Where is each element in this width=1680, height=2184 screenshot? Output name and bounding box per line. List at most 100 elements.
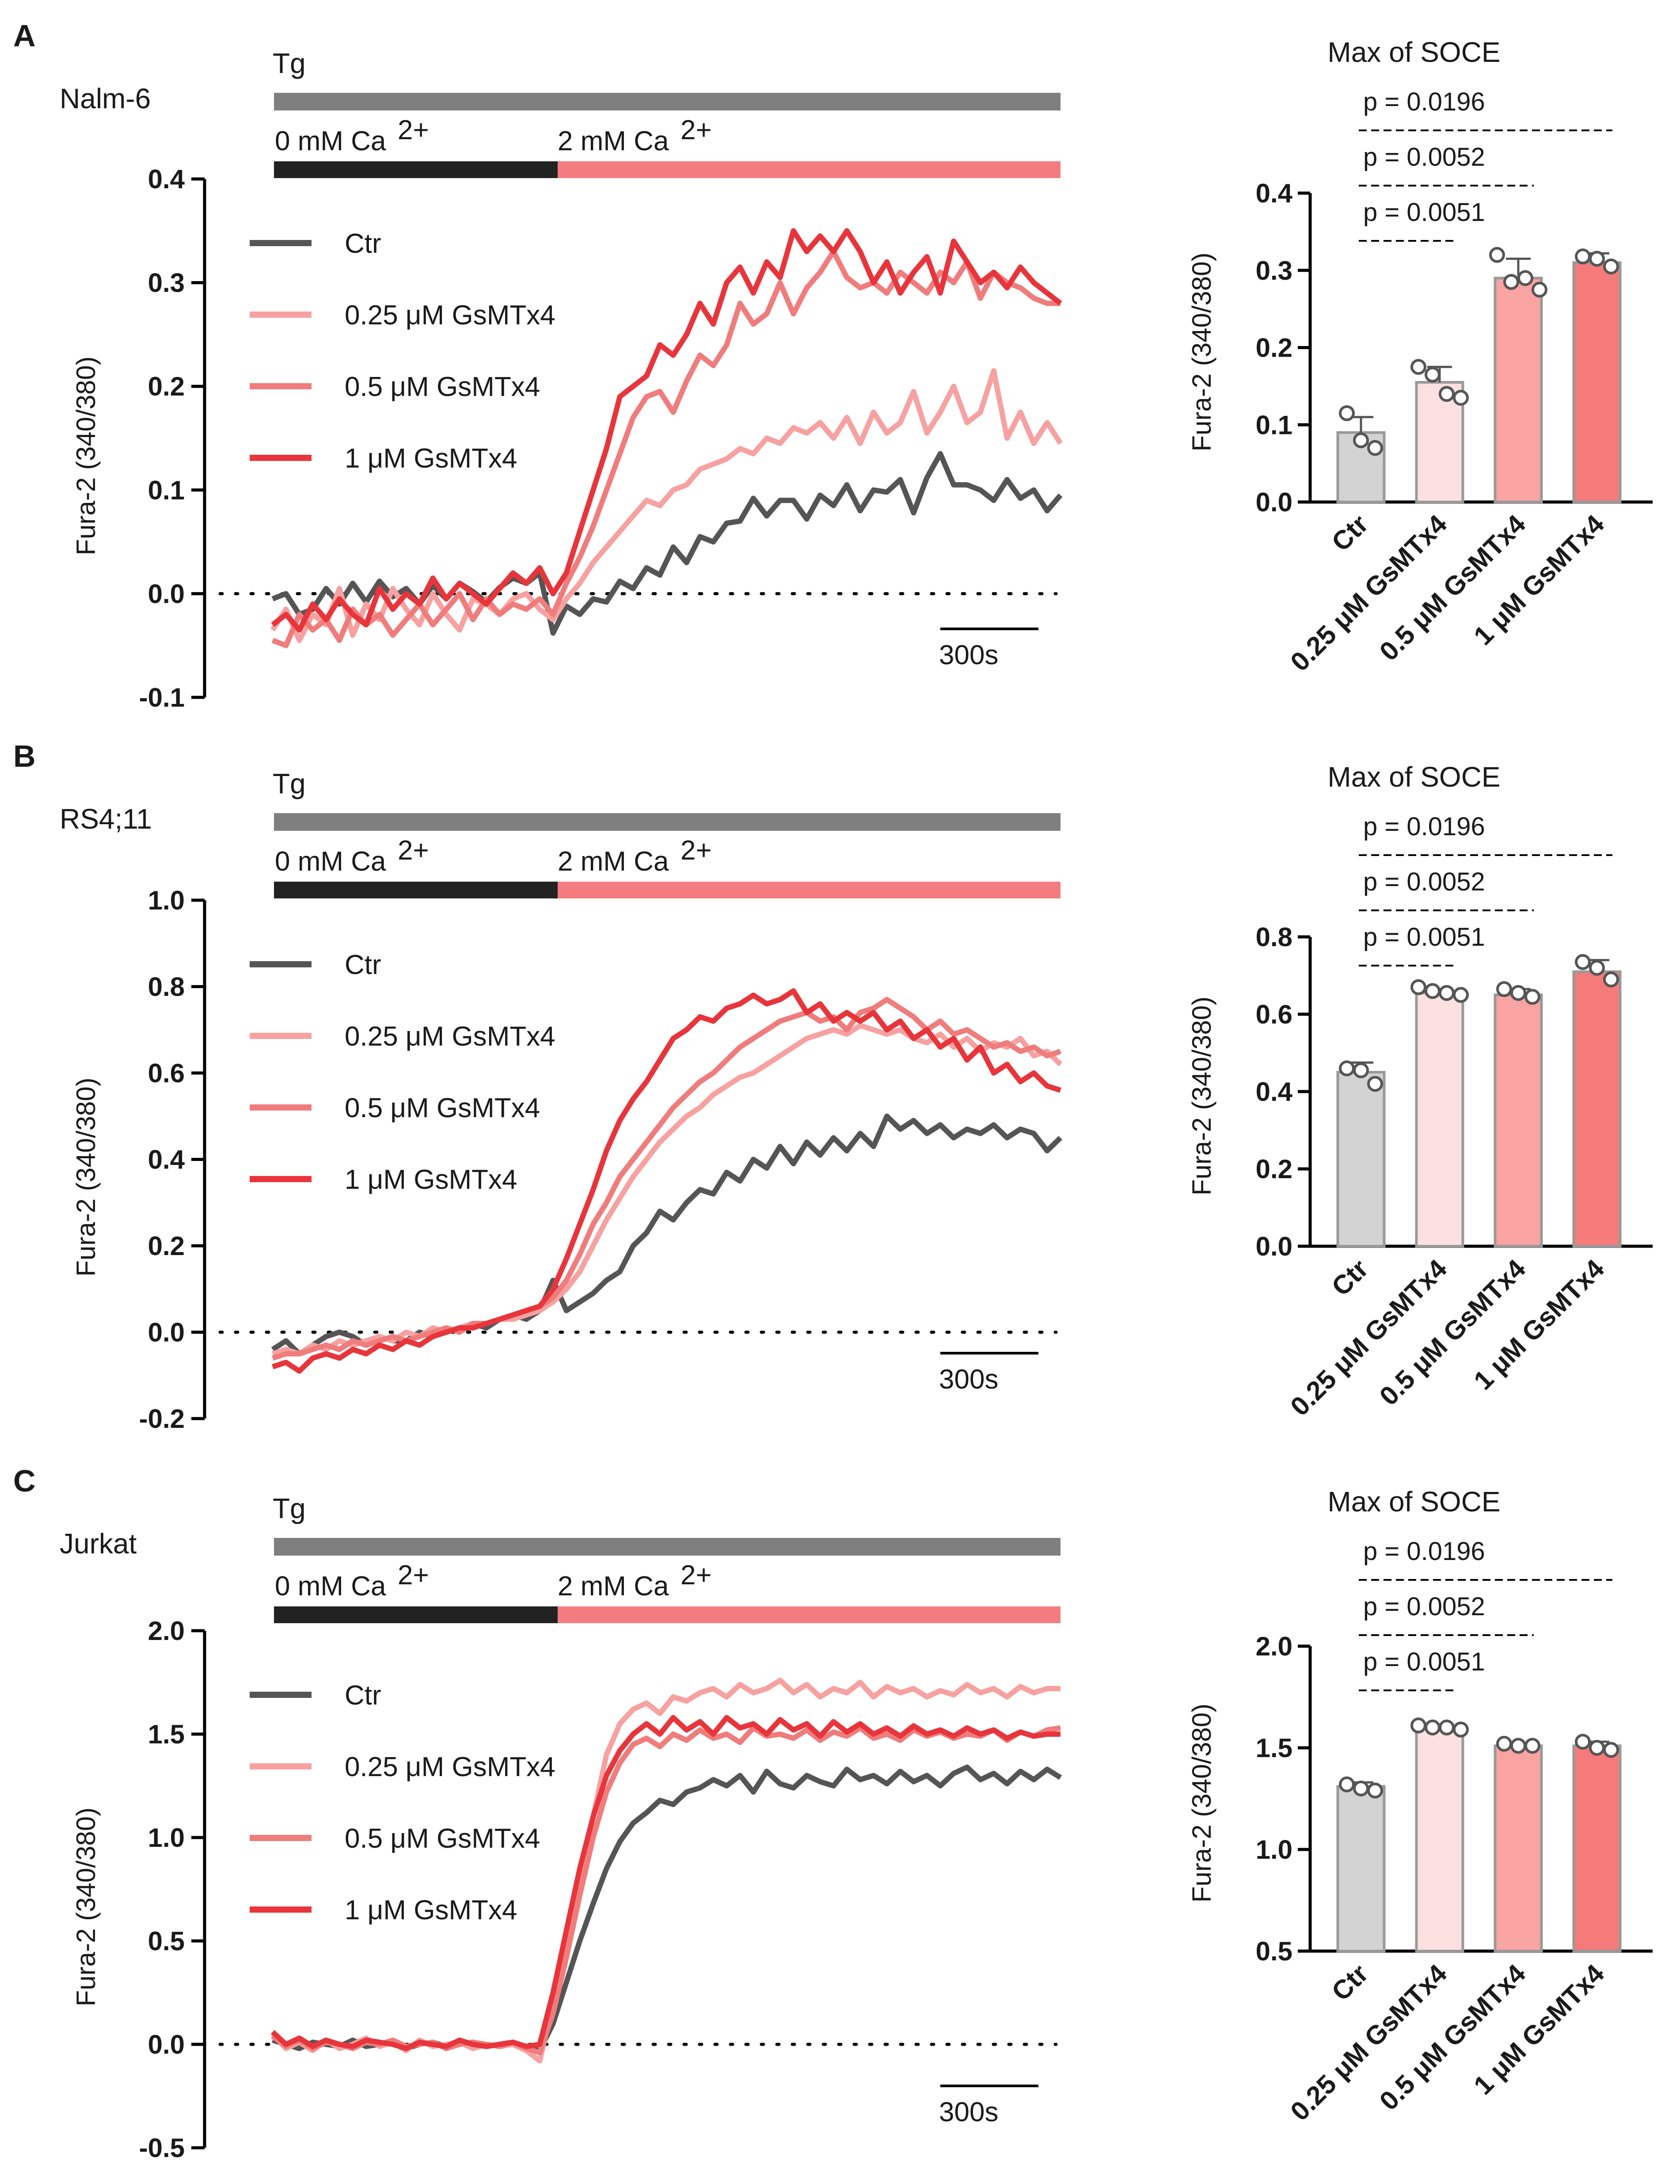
data-point [1575,248,1591,265]
series-line-gs1 [270,1715,1060,2051]
data-point [1453,390,1469,406]
data-point [1425,366,1441,383]
data-point [1339,1060,1355,1077]
panel-c: C Jurkat Tg 0 mM Ca 2+ 2 mM Ca 2+ 2.0 1.5 1.0 0.5 0… [13,1464,1653,2163]
line-y-tick-label: 2.0 [148,1616,185,1646]
bar-y-tick-label: 1.0 [1256,1835,1292,1864]
legend-label: Ctr [345,1680,381,1711]
tg-bar [274,1538,1060,1556]
data-point [1510,1738,1526,1754]
bar-y-tick-label: 0.0 [1256,1232,1292,1261]
line-y-tick-label: 0.4 [148,164,185,194]
series-line-gs1 [272,988,1061,1374]
data-point [1453,1721,1469,1738]
legend-label: 1 μM GsMTx4 [345,443,517,474]
scale-bar-label: 300s [939,2097,998,2127]
data-point [1496,1735,1512,1752]
data-point [1496,981,1512,997]
line-y-axis-title: Fura-2 (340/380) [71,356,101,555]
p-value-label: p = 0.0052 [1363,143,1485,171]
line-y-tick-label: 0.4 [148,1145,185,1175]
data-point [1510,985,1526,1001]
bar-y-tick-label: 0.4 [1256,179,1293,208]
p-value-label: p = 0.0052 [1363,1592,1485,1621]
ca2-superscript: 2+ [680,115,712,145]
bar-category-label: 0.5 μM GsMTx4 [1374,1253,1532,1411]
ca0-superscript: 2+ [398,115,429,145]
bar-chart-title: Max of SOCE [1327,761,1500,793]
bar-y-tick-label: 2.0 [1256,1632,1292,1661]
series-line-gs1 [271,228,1062,633]
line-y-axis-title: Fura-2 (340/380) [71,1077,101,1276]
series-line-ctr [271,451,1063,636]
series-line-ctr [271,1113,1063,1357]
bar [1494,1744,1543,1952]
bar [1494,993,1543,1248]
bar-y-tick-label: 0.6 [1256,1000,1292,1029]
panel-letter: A [13,19,36,53]
tg-label: Tg [273,1492,306,1524]
p-value-label: p = 0.0196 [1363,812,1485,841]
data-point [1603,971,1619,988]
data-point [1367,1782,1383,1799]
tg-bar [274,93,1060,110]
data-point [1489,247,1505,263]
line-y-tick-label: 0.2 [148,1231,185,1261]
data-point [1410,359,1426,375]
bar-y-axis-title: Fura-2 (340/380) [1187,252,1216,451]
p-value-label: p = 0.0051 [1363,198,1485,227]
legend-label: Ctr [345,950,381,980]
bar-chart-title: Max of SOCE [1327,36,1500,68]
ca0-superscript: 2+ [398,835,429,866]
data-point [1589,960,1605,976]
bar-category-label: Ctr [1326,1959,1374,2007]
line-y-tick-label: -0.1 [139,683,185,712]
line-y-tick-label: 1.0 [148,886,185,915]
bar-y-tick-label: 0.5 [1256,1937,1292,1966]
p-value-label: p = 0.0196 [1363,88,1485,116]
ca2-label: 2 mM Ca [558,126,669,156]
ca0-bar [274,882,558,898]
data-point [1453,987,1469,1003]
data-point [1439,985,1455,1001]
data-point [1425,983,1441,999]
line-y-tick-label: 0.5 [148,1926,185,1956]
panel-letter: C [13,1464,36,1498]
line-y-tick-label: 1.5 [148,1720,185,1749]
bar-y-tick-label: 0.2 [1256,333,1292,363]
bar [1572,1744,1622,1952]
data-point [1575,954,1591,970]
tg-bar [274,813,1060,831]
panel-b: B RS4;11 Tg 0 mM Ca 2+ 2 mM Ca 2+ 1.0 0.8 0.6 0.4 0… [13,739,1653,1434]
data-point [1367,1076,1383,1092]
series-line-gs025 [270,368,1063,643]
data-point [1439,1720,1455,1735]
ca2-superscript: 2+ [680,835,712,866]
line-y-tick-label: 0.0 [148,1318,185,1347]
bar-chart-title: Max of SOCE [1327,1486,1500,1518]
ca2-bar [558,882,1060,898]
cell-line-label: Nalm-6 [60,83,151,114]
legend-label: 0.25 μM GsMTx4 [345,300,555,331]
legend-label: 0.25 μM GsMTx4 [345,1021,555,1052]
line-y-tick-label: 0.0 [148,2030,185,2059]
ca2-label: 2 mM Ca [558,1571,669,1602]
data-point [1603,1742,1619,1758]
bar-y-tick-label: 0.2 [1256,1154,1292,1184]
line-y-tick-label: -0.5 [139,2133,185,2163]
line-y-tick-label: 0.2 [148,372,185,401]
data-point [1425,1720,1441,1735]
ca0-label: 0 mM Ca [275,1571,386,1602]
scale-bar-label: 300s [939,1364,998,1395]
bar-y-axis-title: Fura-2 (340/380) [1187,997,1216,1195]
data-point [1589,251,1605,267]
panel-letter: B [13,739,36,773]
series-line-gs05 [271,249,1060,648]
data-point [1589,1740,1605,1756]
data-point [1532,282,1547,298]
line-y-tick-label: 0.3 [148,268,185,298]
bar [1415,991,1464,1248]
bar-category-label: 0.5 μM GsMTx4 [1374,1958,1532,2116]
data-point [1603,259,1619,275]
series-line-gs025 [272,1023,1063,1357]
